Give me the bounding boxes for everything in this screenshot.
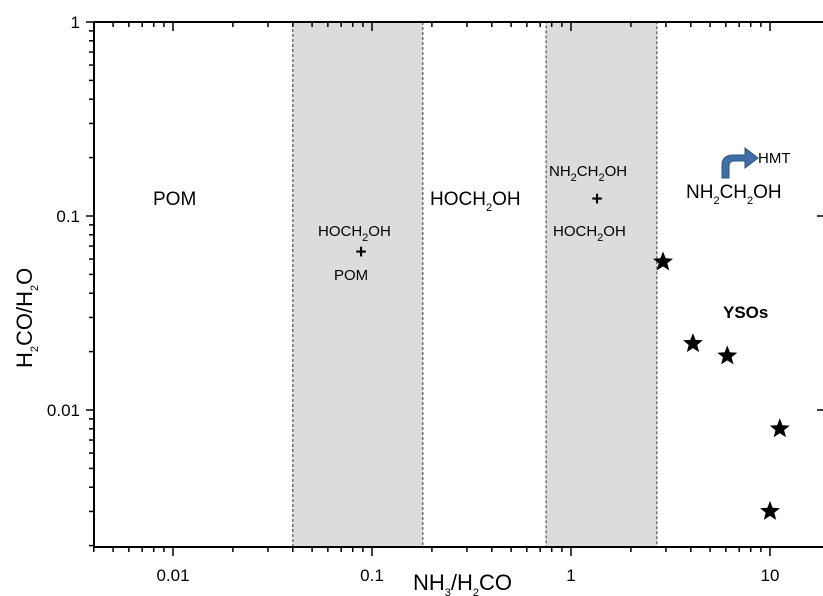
region-label-band1-line2: POM xyxy=(334,267,368,284)
arrow-icon xyxy=(721,146,759,179)
x-tick-label: 0.1 xyxy=(360,566,384,585)
region-label-band1-plus: + xyxy=(355,242,366,263)
axes xyxy=(93,21,823,548)
region-label-band1-line1: HOCH2OH xyxy=(318,223,391,244)
region-label-ysos: YSOs xyxy=(723,303,768,322)
shaded-band-2 xyxy=(545,21,658,548)
ticks: 0.01 0.1 1 10 0.01 0.1 1 xyxy=(47,13,823,585)
star-marker xyxy=(653,251,673,271)
data-points xyxy=(653,251,790,520)
star-marker xyxy=(717,345,738,365)
star-marker xyxy=(683,333,703,353)
shaded-band-1 xyxy=(292,21,424,548)
y-tick-label: 0.01 xyxy=(47,401,80,420)
x-tick-label: 10 xyxy=(761,566,780,585)
y-tick-label: 1 xyxy=(71,13,80,32)
star-marker xyxy=(769,418,790,438)
region-label-pom: POM xyxy=(153,189,196,210)
region-label-band2-plus: + xyxy=(591,189,602,210)
y-tick-label: 0.1 xyxy=(56,207,80,226)
region-label-middle: HOCH2OH xyxy=(430,189,521,214)
region-label-hmt: HMT xyxy=(758,150,791,167)
x-tick-label: 0.01 xyxy=(156,566,189,585)
y-axis-label: H2CO/H2O xyxy=(12,268,41,368)
region-label-band2-line2: HOCH2OH xyxy=(553,223,626,244)
x-tick-label: 1 xyxy=(566,566,575,585)
star-marker xyxy=(760,500,780,520)
x-axis-label: NH3/H2CO xyxy=(413,570,512,596)
region-label-right: NH2CH2OH xyxy=(686,182,782,207)
region-label-band2-line1: NH2CH2OH xyxy=(549,163,627,184)
shaded-bands xyxy=(292,21,658,548)
